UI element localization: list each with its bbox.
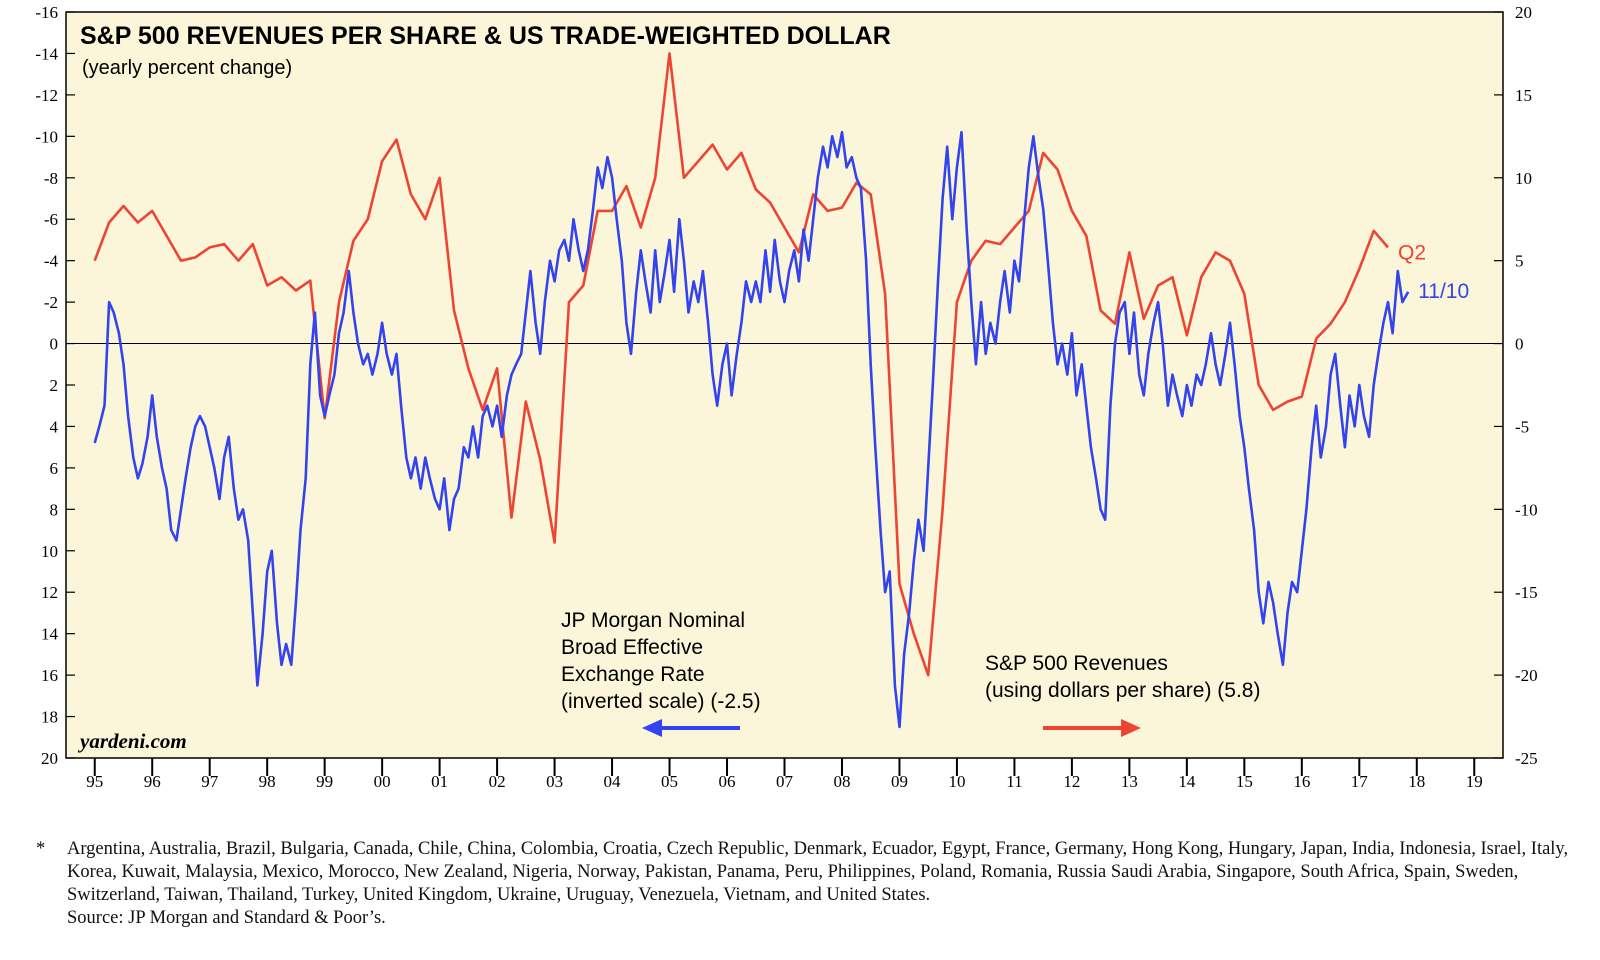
- right-axis-tick-label: 10: [1515, 169, 1532, 188]
- left-axis-tick-label: -14: [35, 44, 58, 63]
- x-axis-tick-label: 18: [1408, 772, 1425, 791]
- x-axis-tick-label: 02: [489, 772, 506, 791]
- footnote-source: Source: JP Morgan and Standard & Poor’s.: [67, 908, 386, 928]
- brand-label: yardeni.com: [77, 729, 187, 753]
- axes: -16-14-12-10-8-6-4-202468101214161820201…: [35, 3, 1537, 791]
- x-axis-tick-label: 04: [604, 772, 622, 791]
- x-axis-tick-label: 19: [1466, 772, 1483, 791]
- left-axis-tick-label: -10: [35, 127, 58, 146]
- left-axis-tick-label: 6: [50, 459, 59, 478]
- x-axis-tick-label: 96: [144, 772, 161, 791]
- red-latest-label: Q2: [1398, 241, 1426, 264]
- x-axis-tick-label: 16: [1293, 772, 1310, 791]
- x-axis-tick-label: 95: [86, 772, 103, 791]
- x-axis-tick-label: 00: [374, 772, 391, 791]
- left-axis-tick-label: 10: [41, 542, 58, 561]
- x-axis-tick-label: 99: [316, 772, 333, 791]
- x-axis-tick-label: 07: [776, 772, 794, 791]
- series-line-sp500-revenues: [93, 52, 1389, 677]
- right-axis-tick-label: 5: [1515, 252, 1524, 271]
- left-axis-tick-label: 20: [41, 749, 58, 768]
- left-axis-tick-label: 18: [41, 708, 58, 727]
- x-axis-tick-label: 97: [201, 772, 219, 791]
- left-axis-tick-label: 8: [50, 500, 59, 519]
- red-arrow-icon: [1043, 719, 1141, 737]
- chart: -16-14-12-10-8-6-4-202468101214161820201…: [35, 3, 1537, 791]
- x-axis-tick-label: 10: [948, 772, 965, 791]
- blue-latest-label: 11/10: [1418, 280, 1469, 303]
- series-line-exchange-rate: [93, 130, 1410, 729]
- right-axis-tick-label: -10: [1515, 500, 1538, 519]
- footnote-countries: Argentina, Australia, Brazil, Bulgaria, …: [67, 839, 1569, 905]
- x-axis-tick-label: 98: [259, 772, 276, 791]
- left-axis-tick-label: 4: [50, 417, 59, 436]
- right-axis-tick-label: -15: [1515, 583, 1538, 602]
- plot-area: [65, 11, 1504, 759]
- right-axis-tick-label: -20: [1515, 666, 1538, 685]
- x-axis-tick-label: 08: [833, 772, 850, 791]
- chart-subtitle: (yearly percent change): [82, 57, 292, 79]
- blue-arrow-icon: [642, 719, 740, 737]
- x-axis-tick-label: 06: [719, 772, 736, 791]
- x-axis-tick-label: 05: [661, 772, 678, 791]
- left-axis-tick-label: 2: [50, 376, 59, 395]
- right-axis-tick-label: 20: [1515, 3, 1532, 22]
- x-axis-tick-label: 14: [1178, 772, 1196, 791]
- left-axis-tick-label: -6: [44, 210, 58, 229]
- left-axis-tick-label: -4: [44, 252, 59, 271]
- left-axis-tick-label: 12: [41, 583, 58, 602]
- footnote-marker: *: [36, 839, 46, 859]
- x-axis-tick-label: 11: [1006, 772, 1022, 791]
- right-axis-tick-label: -25: [1515, 749, 1538, 768]
- right-axis-tick-label: 0: [1515, 335, 1524, 354]
- left-axis-tick-label: -2: [44, 293, 58, 312]
- x-axis-tick-label: 15: [1236, 772, 1253, 791]
- footnote: * Argentina, Australia, Brazil, Bulgaria…: [36, 838, 1576, 930]
- x-axis-tick-label: 13: [1121, 772, 1138, 791]
- x-axis-tick-label: 12: [1063, 772, 1080, 791]
- red-series-label: S&P 500 Revenues (using dollars per shar…: [985, 652, 1260, 702]
- x-axis-tick-label: 17: [1351, 772, 1369, 791]
- left-axis-tick-label: -8: [44, 169, 58, 188]
- left-axis-tick-label: 0: [50, 335, 59, 354]
- right-axis-tick-label: 15: [1515, 86, 1532, 105]
- left-axis-tick-label: 14: [41, 625, 59, 644]
- left-axis-tick-label: 16: [41, 666, 58, 685]
- x-axis-tick-label: 03: [546, 772, 563, 791]
- left-axis-tick-label: -12: [35, 86, 58, 105]
- x-axis-tick-label: 01: [431, 772, 448, 791]
- x-axis-tick-label: 09: [891, 772, 908, 791]
- blue-series-label: JP Morgan Nominal Broad Effective Exchan…: [561, 609, 761, 713]
- left-axis-tick-label: -16: [35, 3, 58, 22]
- right-axis-tick-label: -5: [1515, 417, 1529, 436]
- chart-title: S&P 500 REVENUES PER SHARE & US TRADE-WE…: [80, 22, 891, 50]
